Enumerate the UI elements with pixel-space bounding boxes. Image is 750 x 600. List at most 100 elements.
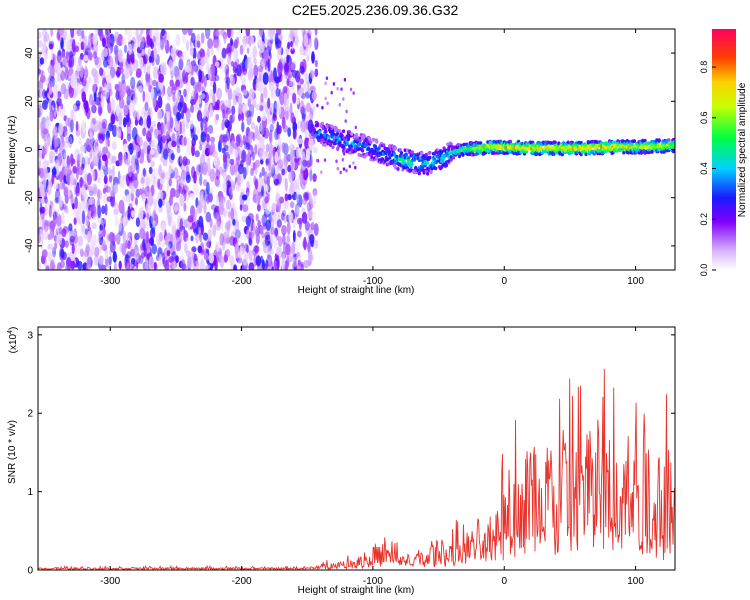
heatmap-noise-cell <box>243 103 249 112</box>
heatmap-noise-cell <box>300 118 306 133</box>
heatmap-noise-cell <box>93 69 97 79</box>
heatmap-noise-cell <box>99 171 104 178</box>
heatmap-noise-cell <box>239 204 243 211</box>
heatmap-noise-cell <box>102 37 106 48</box>
heatmap-noise-cell <box>139 227 146 240</box>
heatmap-noise-cell <box>289 256 295 263</box>
heatmap-noise-cell <box>209 168 216 182</box>
heatmap-noise-cell <box>315 158 319 163</box>
heatmap-noise-cell <box>192 221 197 234</box>
heatmap-noise-cell <box>142 217 149 226</box>
heatmap-noise-cell <box>91 222 97 230</box>
heatmap-noise-cell <box>129 99 134 113</box>
heatmap-signal-cell <box>598 151 602 156</box>
heatmap-noise-cell <box>286 78 290 86</box>
heatmap-noise-cell <box>168 163 175 174</box>
heatmap-noise-cell <box>128 202 133 212</box>
heatmap-noise-cell <box>261 166 265 177</box>
heatmap-noise-cell <box>143 110 148 117</box>
heatmap-noise-cell <box>294 238 301 253</box>
heatmap-noise-cell <box>270 102 274 113</box>
heatmap-noise-cell <box>171 59 178 73</box>
heatmap-noise-cell <box>118 67 124 75</box>
heatmap-noise-cell <box>217 250 223 258</box>
heatmap-noise-cell <box>278 211 283 220</box>
heatmap-noise-cell <box>38 148 42 163</box>
heatmap-noise-cell <box>118 260 122 270</box>
heatmap-noise-cell <box>271 266 275 270</box>
heatmap-noise-cell <box>144 101 149 111</box>
heatmap-noise-cell <box>207 229 212 242</box>
heatmap-noise-cell <box>89 93 94 106</box>
heatmap-noise-cell <box>54 135 61 148</box>
heatmap-noise-cell <box>141 192 145 201</box>
heatmap-noise-cell <box>88 185 93 193</box>
heatmap-signal-cell <box>434 166 438 171</box>
heatmap-noise-cell <box>354 165 357 170</box>
heatmap-noise-cell <box>239 245 243 256</box>
heatmap-noise-cell <box>218 139 222 153</box>
heatmap-noise-cell <box>152 199 157 206</box>
heatmap-noise-cell <box>166 249 171 257</box>
heatmap-noise-cell <box>260 255 264 264</box>
heatmap-noise-cell <box>66 45 70 53</box>
heatmap-noise-cell <box>106 74 112 84</box>
heatmap-noise-cell <box>146 66 151 75</box>
heatmap-noise-cell <box>282 124 289 133</box>
heatmap-noise-cell <box>311 91 317 101</box>
heatmap-signal-cell <box>539 145 543 150</box>
heatmap-noise-cell <box>105 29 110 36</box>
heatmap-noise-cell <box>309 85 316 93</box>
heatmap-signal-cell <box>416 153 420 157</box>
heatmap-noise-cell <box>287 127 292 138</box>
heatmap-noise-cell <box>162 33 168 48</box>
heatmap-noise-cell <box>176 135 181 149</box>
heatmap-noise-cell <box>310 104 316 114</box>
y-tick-label: 1 <box>27 487 33 498</box>
heatmap-noise-cell <box>255 255 261 267</box>
heatmap-signal-cell <box>326 136 330 140</box>
heatmap-noise-cell <box>77 153 81 168</box>
heatmap-noise-cell <box>182 122 186 137</box>
heatmap-noise-cell <box>132 177 139 189</box>
heatmap-noise-cell <box>297 204 300 216</box>
heatmap-noise-cell <box>83 54 89 62</box>
heatmap-noise-cell <box>48 98 53 111</box>
heatmap-noise-cell <box>57 225 63 233</box>
x-tick-label: -200 <box>232 576 252 587</box>
heatmap-signal-cell <box>399 157 404 162</box>
heatmap-noise-cell <box>306 29 312 38</box>
heatmap-signal-cell <box>660 150 664 154</box>
heatmap-noise-cell <box>203 55 209 64</box>
heatmap-noise-cell <box>142 193 147 203</box>
heatmap-noise-cell <box>182 50 189 61</box>
heatmap-noise-cell <box>113 208 119 215</box>
heatmap-noise-cell <box>182 34 186 44</box>
heatmap-noise-cell <box>256 178 263 193</box>
heatmap-noise-cell <box>314 60 318 68</box>
heatmap-noise-cell <box>64 138 69 152</box>
heatmap-noise-cell <box>302 159 308 167</box>
heatmap-noise-cell <box>159 178 166 185</box>
heatmap-noise-cell <box>234 48 238 58</box>
heatmap-noise-cell <box>252 161 256 171</box>
heatmap-signal-cell <box>558 152 562 156</box>
heatmap-noise-cell <box>242 41 247 51</box>
heatmap-noise-cell <box>322 126 325 131</box>
heatmap-noise-cell <box>42 42 47 55</box>
heatmap-noise-cell <box>342 135 345 140</box>
heatmap-noise-cell <box>348 164 351 169</box>
heatmap-noise-cell <box>200 154 205 167</box>
heatmap-noise-cell <box>307 119 314 134</box>
heatmap-noise-cell <box>46 34 51 43</box>
heatmap-noise-cell <box>108 82 112 94</box>
heatmap-noise-cell <box>238 231 243 244</box>
heatmap-noise-cell <box>77 56 82 66</box>
heatmap-noise-cell <box>148 77 153 92</box>
y-tick-label: -20 <box>24 190 35 205</box>
heatmap-noise-cell <box>55 137 61 149</box>
heatmap-noise-cell <box>239 264 245 270</box>
heatmap-noise-cell <box>183 202 187 212</box>
heatmap-noise-cell <box>168 256 174 263</box>
heatmap-noise-cell <box>72 39 76 53</box>
